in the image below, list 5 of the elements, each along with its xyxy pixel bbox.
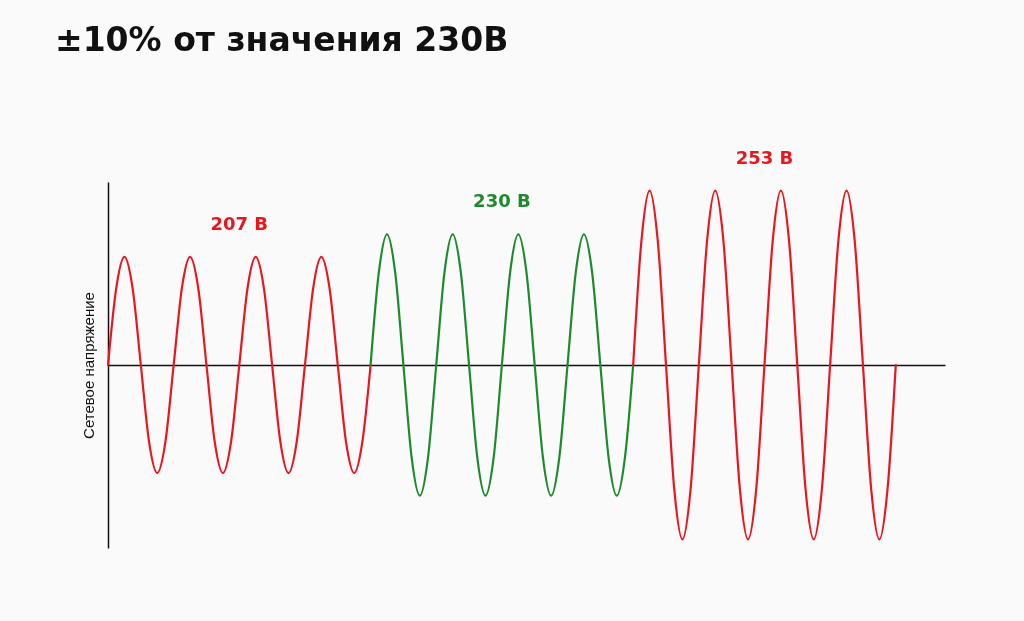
chart-title: ±10% от значения 230В xyxy=(55,19,509,59)
y-axis-title: Сетевое напряжение xyxy=(79,292,97,439)
series-label: 230 В xyxy=(473,190,531,212)
series-label: 253 В xyxy=(735,146,794,168)
series-label: 207 В xyxy=(210,212,269,234)
